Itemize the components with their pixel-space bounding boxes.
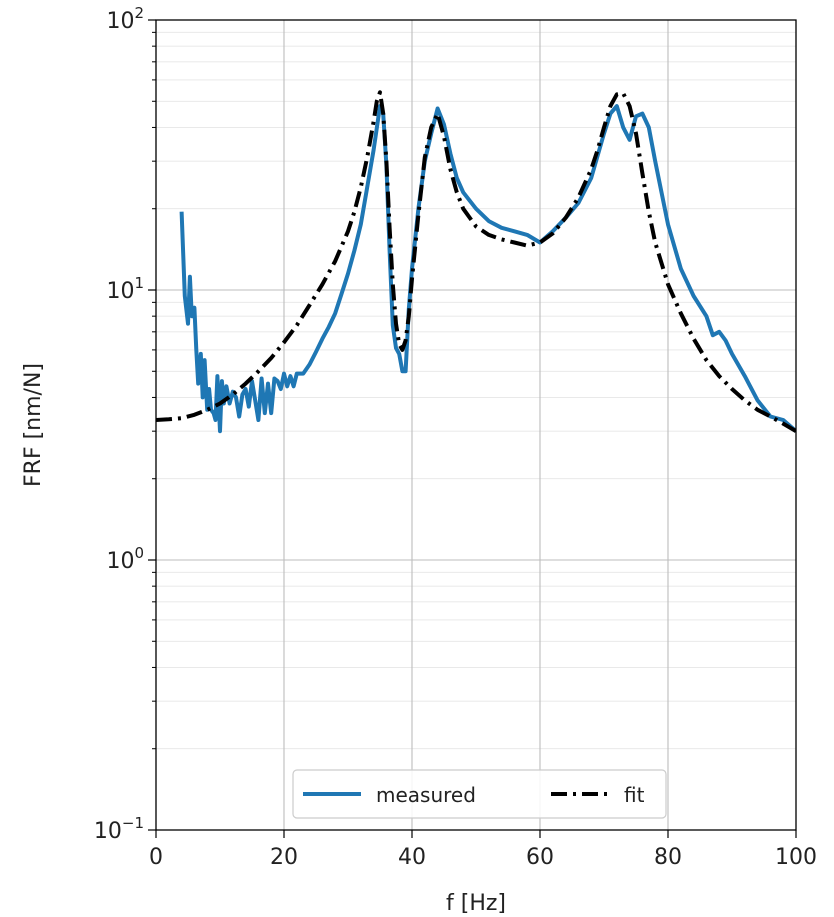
x-tick-label: 100	[775, 845, 817, 870]
plot-frame	[155, 19, 797, 831]
legend-label-fit: fit	[624, 783, 645, 807]
series-layer	[156, 90, 796, 434]
legend: measured fit	[292, 769, 667, 819]
x-tick-label: 60	[526, 845, 554, 870]
x-tick-label: 20	[270, 845, 298, 870]
x-tick-label: 40	[398, 845, 426, 870]
y-tick-label: 100	[106, 544, 144, 574]
y-tick-label: 101	[106, 274, 144, 304]
axis-ticks: 10−1 100 101 102 0 20 40 60 80 100	[94, 4, 817, 870]
x-tick-label: 80	[654, 845, 682, 870]
y-tick-label: 10−1	[94, 814, 144, 844]
series-line-measured	[179, 104, 796, 434]
legend-label-measured: measured	[376, 783, 476, 807]
series-line-fit	[156, 90, 796, 433]
y-axis-label: FRF [nm/N]	[21, 363, 46, 487]
x-axis-label: f [Hz]	[446, 891, 506, 916]
legend-box	[292, 769, 667, 819]
x-tick-label: 0	[149, 845, 163, 870]
y-tick-label: 102	[106, 4, 144, 34]
